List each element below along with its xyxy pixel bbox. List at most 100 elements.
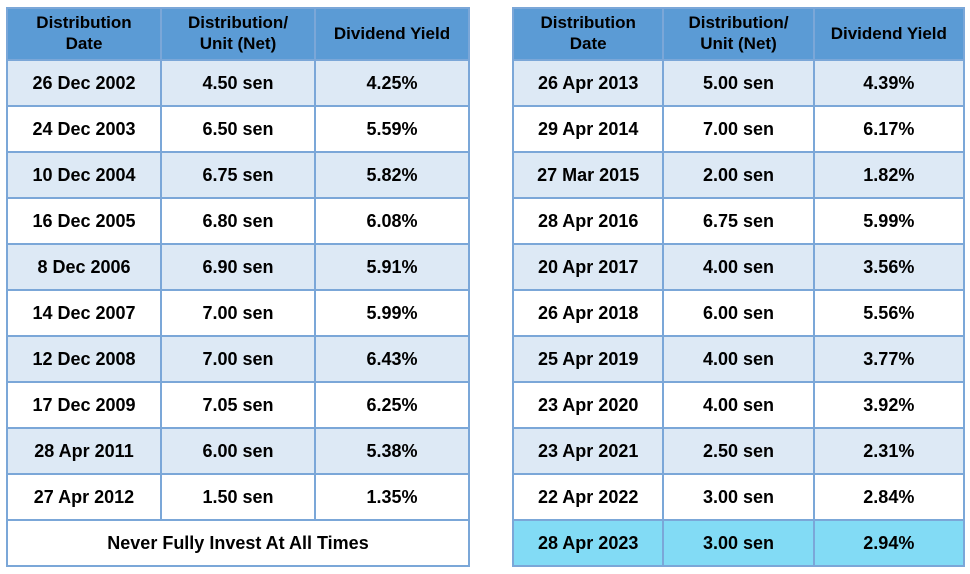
table-header: Distribution Date Distribution/ Unit (Ne… [6,7,470,61]
col-header-distribution-date: Distribution Date [6,7,162,61]
table-row: 14 Dec 2007 7.00 sen 5.99% [6,289,470,337]
table-row: 12 Dec 2008 7.00 sen 6.43% [6,335,470,383]
cell-dividend-yield: 6.17% [812,105,966,153]
cell-distribution-unit: 2.00 sen [662,151,815,199]
cell-distribution-unit: 6.50 sen [160,105,316,153]
table-row: 26 Apr 2018 6.00 sen 5.56% [511,289,966,337]
cell-dividend-yield: 3.92% [812,381,966,429]
table-row: 28 Apr 2011 6.00 sen 5.38% [6,427,470,475]
cell-date: 28 Apr 2023 [511,519,665,567]
cell-dividend-yield: 6.08% [314,197,470,245]
table-row: 17 Dec 2009 7.05 sen 6.25% [6,381,470,429]
cell-dividend-yield: 4.25% [314,59,470,107]
cell-dividend-yield: 3.77% [812,335,966,383]
footer-row: Never Fully Invest At All Times [6,519,470,567]
dividend-history-table-2013-2023: Distribution Date Distribution/ Unit (Ne… [511,7,966,567]
cell-distribution-unit: 2.50 sen [662,427,815,475]
cell-date: 23 Apr 2021 [511,427,665,475]
cell-date: 22 Apr 2022 [511,473,665,521]
cell-dividend-yield: 5.56% [812,289,966,337]
cell-distribution-unit: 4.00 sen [662,243,815,291]
table-body: 26 Apr 2013 5.00 sen 4.39% 29 Apr 2014 7… [511,59,966,567]
table-row: 29 Apr 2014 7.00 sen 6.17% [511,105,966,153]
cell-date: 27 Apr 2012 [6,473,162,521]
table-row: 27 Apr 2012 1.50 sen 1.35% [6,473,470,521]
col-header-dividend-yield: Dividend Yield [314,7,470,61]
cell-distribution-unit: 6.80 sen [160,197,316,245]
cell-date: 24 Dec 2003 [6,105,162,153]
cell-distribution-unit: 7.00 sen [160,335,316,383]
cell-distribution-unit: 1.50 sen [160,473,316,521]
table-row: 22 Apr 2022 3.00 sen 2.84% [511,473,966,521]
cell-distribution-unit: 6.90 sen [160,243,316,291]
cell-dividend-yield: 5.59% [314,105,470,153]
cell-dividend-yield: 5.82% [314,151,470,199]
table-row: 27 Mar 2015 2.00 sen 1.82% [511,151,966,199]
cell-date: 8 Dec 2006 [6,243,162,291]
cell-dividend-yield: 5.91% [314,243,470,291]
cell-date: 16 Dec 2005 [6,197,162,245]
dividend-history-table-2002-2012: Distribution Date Distribution/ Unit (Ne… [6,7,470,567]
cell-date: 28 Apr 2016 [511,197,665,245]
cell-dividend-yield: 1.35% [314,473,470,521]
cell-dividend-yield: 6.43% [314,335,470,383]
cell-date: 29 Apr 2014 [511,105,665,153]
cell-distribution-unit: 6.75 sen [160,151,316,199]
cell-distribution-unit: 4.00 sen [662,335,815,383]
table-row: 26 Apr 2013 5.00 sen 4.39% [511,59,966,107]
col-header-distribution-date: Distribution Date [511,7,665,61]
table-row: 20 Apr 2017 4.00 sen 3.56% [511,243,966,291]
cell-dividend-yield: 5.38% [314,427,470,475]
header-row: Distribution Date Distribution/ Unit (Ne… [511,7,966,61]
cell-date: 25 Apr 2019 [511,335,665,383]
cell-date: 12 Dec 2008 [6,335,162,383]
table-row: 8 Dec 2006 6.90 sen 5.91% [6,243,470,291]
table-row: 26 Dec 2002 4.50 sen 4.25% [6,59,470,107]
table-row: 10 Dec 2004 6.75 sen 5.82% [6,151,470,199]
table-footer: Never Fully Invest At All Times [6,519,470,567]
cell-distribution-unit: 3.00 sen [662,473,815,521]
col-header-distribution-unit: Distribution/ Unit (Net) [662,7,815,61]
cell-dividend-yield: 6.25% [314,381,470,429]
table-header: Distribution Date Distribution/ Unit (Ne… [511,7,966,61]
cell-distribution-unit: 3.00 sen [662,519,815,567]
cell-date: 26 Dec 2002 [6,59,162,107]
table-row: 25 Apr 2019 4.00 sen 3.77% [511,335,966,383]
cell-date: 26 Apr 2013 [511,59,665,107]
cell-distribution-unit: 7.00 sen [160,289,316,337]
header-row: Distribution Date Distribution/ Unit (Ne… [6,7,470,61]
cell-dividend-yield: 4.39% [812,59,966,107]
col-header-distribution-unit: Distribution/ Unit (Net) [160,7,316,61]
table-body: 26 Dec 2002 4.50 sen 4.25% 24 Dec 2003 6… [6,59,470,521]
table-row-highlighted: 28 Apr 2023 3.00 sen 2.94% [511,519,966,567]
cell-distribution-unit: 4.50 sen [160,59,316,107]
cell-dividend-yield: 2.31% [812,427,966,475]
cell-dividend-yield: 2.94% [812,519,966,567]
cell-date: 14 Dec 2007 [6,289,162,337]
cell-date: 20 Apr 2017 [511,243,665,291]
cell-distribution-unit: 6.00 sen [662,289,815,337]
cell-dividend-yield: 3.56% [812,243,966,291]
cell-date: 28 Apr 2011 [6,427,162,475]
cell-distribution-unit: 4.00 sen [662,381,815,429]
cell-dividend-yield: 5.99% [314,289,470,337]
table-row: 28 Apr 2016 6.75 sen 5.99% [511,197,966,245]
cell-dividend-yield: 1.82% [812,151,966,199]
cell-dividend-yield: 5.99% [812,197,966,245]
cell-dividend-yield: 2.84% [812,473,966,521]
cell-distribution-unit: 5.00 sen [662,59,815,107]
cell-distribution-unit: 6.75 sen [662,197,815,245]
col-header-dividend-yield: Dividend Yield [812,7,966,61]
cell-distribution-unit: 7.00 sen [662,105,815,153]
footer-note: Never Fully Invest At All Times [6,519,470,567]
cell-date: 17 Dec 2009 [6,381,162,429]
table-row: 24 Dec 2003 6.50 sen 5.59% [6,105,470,153]
cell-date: 27 Mar 2015 [511,151,665,199]
table-row: 16 Dec 2005 6.80 sen 6.08% [6,197,470,245]
cell-date: 10 Dec 2004 [6,151,162,199]
cell-date: 23 Apr 2020 [511,381,665,429]
cell-date: 26 Apr 2018 [511,289,665,337]
table-row: 23 Apr 2020 4.00 sen 3.92% [511,381,966,429]
cell-distribution-unit: 6.00 sen [160,427,316,475]
